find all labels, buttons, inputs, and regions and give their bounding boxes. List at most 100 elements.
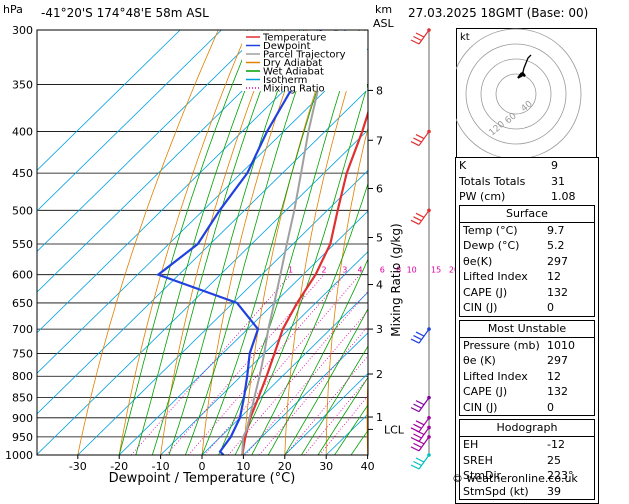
lcl-label: LCL — [384, 423, 405, 436]
most-unstable-value: 1010 — [547, 338, 575, 352]
storm-motion-marker — [517, 71, 526, 79]
isotherm-line — [37, 88, 368, 415]
pressure-tick-label: 700 — [12, 323, 33, 336]
surface-value: 9.7 — [547, 223, 565, 237]
most-unstable-label: Pressure (mb) — [463, 338, 540, 352]
isotherm-line — [160, 251, 368, 455]
hodograph-trace — [517, 54, 532, 79]
index-label: PW (cm) — [459, 190, 506, 203]
pressure-tick-label: 1000 — [5, 449, 33, 462]
km-tick-label: 7 — [376, 134, 383, 147]
km-tick-label: 1 — [376, 411, 383, 424]
wet-adiabat-line — [267, 258, 368, 455]
isotherm-line — [37, 30, 222, 212]
wind-barb-feather — [415, 134, 425, 140]
wind-barb — [410, 395, 431, 413]
pressure-tick-label: 850 — [12, 392, 33, 405]
dry-adiabat-line — [621, 30, 629, 455]
hodograph-row: StmDir 223° — [460, 468, 594, 484]
index-value: 31 — [551, 174, 565, 188]
mixing-ratio-label: 15 — [431, 266, 441, 275]
isotherm-line — [77, 169, 368, 455]
indices-table: K 9 Totals Totals 31 PW (cm) 1.08 Surface Tem… — [455, 157, 599, 504]
surface-row: Temp (°C) 9.7 — [460, 223, 594, 239]
hodograph-value: -12 — [547, 438, 565, 451]
wind-barb-dot — [427, 28, 431, 32]
hodograph-label: StmDir — [463, 469, 502, 482]
isotherm-line — [37, 48, 368, 374]
wind-barb-feather — [413, 335, 422, 341]
most-unstable-label: θe (K) — [463, 354, 496, 367]
dry-adiabat-line — [118, 30, 249, 455]
mixing-ratio-label: 6 — [380, 266, 385, 275]
hodograph-table: Hodograph EH -12 SREH 25 StmDir 223° StmSpd (k… — [459, 419, 595, 500]
wind-barb-feather — [413, 433, 422, 439]
hodograph-value: 25 — [547, 453, 561, 467]
most-unstable-row: CAPE (J) 132 — [460, 384, 594, 400]
mixing-ratio-line — [284, 355, 368, 455]
legend-box — [242, 31, 367, 91]
most-unstable-value: 0 — [547, 400, 554, 414]
legend-label: Temperature — [262, 33, 326, 44]
isotherm-line — [201, 291, 368, 455]
mixing-ratio-label: 8 — [396, 266, 401, 275]
hpa-label: hPa — [3, 3, 23, 16]
hodograph-label: EH — [463, 438, 479, 451]
wind-barb-feather — [410, 436, 420, 443]
km-tick-label: 2 — [376, 368, 383, 381]
most-unstable-title: Most Unstable — [460, 321, 594, 338]
temperature-tick-label: 0 — [199, 460, 206, 473]
mixing-ratio-line — [188, 274, 346, 455]
temperature-tick-label: 10 — [236, 460, 250, 473]
most-unstable-label: CIN (J) — [463, 400, 498, 414]
hodograph-table-title: Hodograph — [460, 420, 594, 437]
mixing-ratio-label: 1 — [288, 266, 293, 275]
pressure-tick-label: 650 — [12, 297, 33, 310]
wind-barb — [410, 208, 431, 225]
pressure-tick-label: 400 — [12, 126, 33, 139]
wind-barb-dot — [427, 435, 431, 439]
x-axis-label: Dewpoint / Temperature (°C) — [109, 471, 296, 486]
km-tick-label: 5 — [376, 231, 383, 244]
pressure-tick-label: 500 — [12, 204, 33, 217]
index-row: PW (cm) 1.08 — [456, 189, 598, 205]
wind-barb-feather — [413, 423, 422, 429]
mixing-ratio-line — [204, 274, 361, 455]
index-value: 9 — [551, 159, 558, 172]
isotherm-line — [37, 30, 181, 171]
wind-barb-feather — [415, 400, 425, 406]
surface-label: Temp (°C) — [463, 223, 518, 237]
index-value: 1.08 — [551, 190, 576, 203]
most-unstable-row: CIN (J) 0 — [460, 400, 594, 416]
surface-value: 0 — [547, 301, 554, 314]
surface-label: Dewp (°C) — [463, 239, 520, 252]
hodograph-ring — [495, 73, 537, 115]
surface-label: θe(K) — [463, 254, 493, 268]
isotherm-line — [37, 30, 264, 253]
pressure-tick-label: 450 — [12, 167, 33, 180]
hodograph-unit-label: kt — [460, 32, 470, 43]
dry-adiabat-line — [201, 30, 307, 455]
wind-barb — [410, 129, 431, 147]
mixing-ratio-label: 2 — [321, 266, 326, 275]
km-tick-label: 6 — [376, 182, 383, 195]
mixing-ratio-line — [130, 274, 291, 455]
wind-barb-feather — [413, 216, 422, 222]
wind-barb-feather — [410, 39, 420, 45]
parcel-trajectory-profile — [241, 30, 337, 455]
surface-row: θe(K) 297 — [460, 254, 594, 270]
mixing-ratio-line — [245, 309, 368, 455]
wind-barb-feather — [415, 420, 425, 426]
pressure-tick-label: 350 — [12, 78, 33, 91]
mixing-ratio-label: 20 — [449, 266, 459, 275]
dewpoint-profile — [155, 30, 322, 455]
temperature-tick-label: -30 — [69, 460, 87, 473]
mixing-ratio-label: 10 — [407, 266, 417, 275]
wind-barb-feather — [410, 219, 420, 225]
hodograph-label: SREH — [463, 453, 493, 467]
wind-barb-feather — [413, 403, 422, 409]
surface-value: 132 — [547, 285, 568, 299]
wind-barb-feather — [410, 427, 420, 433]
wind-barb-feather — [415, 331, 425, 337]
